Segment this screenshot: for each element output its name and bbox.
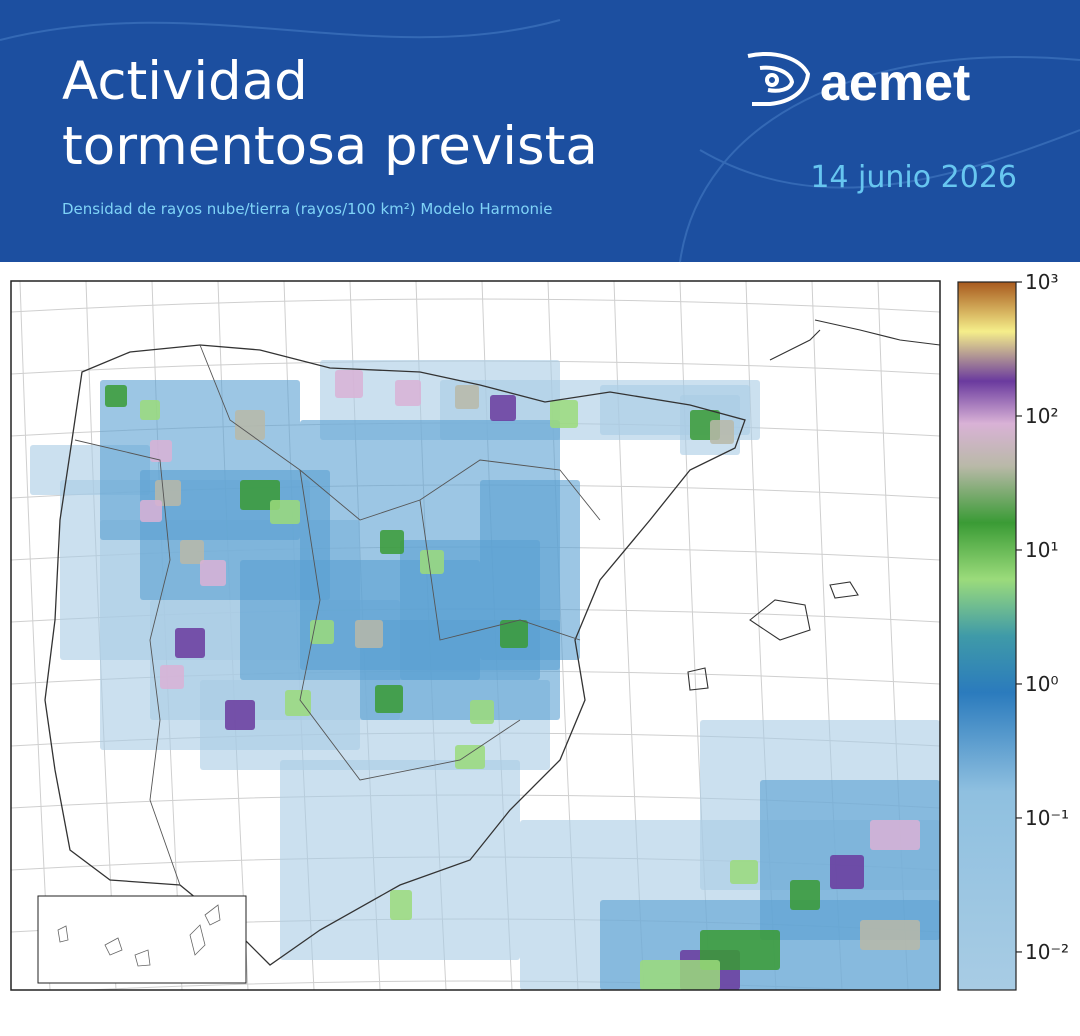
logo-icon: [747, 52, 811, 106]
density-patch: [710, 420, 734, 444]
islands-coast: [687, 319, 940, 691]
density-patch: [155, 480, 181, 506]
density-patch: [240, 480, 280, 510]
density-patch: [395, 380, 421, 406]
density-patch: [455, 385, 479, 409]
header-band: [0, 0, 1080, 262]
density-patch: [310, 620, 334, 644]
density-patch: [355, 620, 383, 648]
colorbar-tick-label: 10²: [1025, 404, 1058, 428]
colorbar-tick-label: 10¹: [1025, 538, 1058, 562]
density-patch: [730, 860, 758, 884]
date: 14 junio 2026: [810, 160, 1017, 195]
density-patch: [500, 620, 528, 648]
map-frame: [10, 280, 941, 991]
density-patch: [550, 400, 578, 428]
borders: [74, 344, 601, 886]
colorbar: [957, 281, 1017, 991]
coastline: [44, 344, 746, 966]
density-patch: [375, 685, 403, 713]
density-patch: [790, 880, 820, 910]
density-patch: [335, 370, 363, 398]
density-patch: [420, 550, 444, 574]
density-patch: [140, 500, 162, 522]
density-patch: [200, 560, 226, 586]
logo-text: aemet: [820, 54, 970, 112]
density-patch: [490, 395, 516, 421]
colorbar-tick-label: 10⁻¹: [1025, 806, 1069, 830]
density-patch: [235, 410, 265, 440]
title-line: Actividad: [62, 51, 308, 112]
density-patch: [105, 385, 127, 407]
density-patch: [140, 400, 160, 420]
density-patch: [700, 930, 780, 970]
density-patch: [280, 760, 520, 960]
density-patch: [390, 890, 412, 920]
density-patch: [175, 628, 205, 658]
meridian: [19, 281, 51, 990]
colorbar-tick-label: 10⁻²: [1025, 940, 1069, 964]
title-line: tormentosa prevista: [62, 116, 598, 177]
subtitle: Densidad de rayos nube/tierra (rayos/100…: [62, 200, 552, 218]
density-patch: [160, 665, 184, 689]
header-decoration: [0, 19, 1080, 263]
density-patch: [225, 700, 255, 730]
density-patch: [830, 855, 864, 889]
colorbar-ticks: 10⁻² 10⁻¹ 10⁰ 10¹ 10² 10³: [1016, 270, 1069, 964]
density-patch: [270, 500, 300, 524]
density-patch: [150, 440, 172, 462]
colorbar-tick-label: 10⁰: [1025, 672, 1058, 696]
density-patch: [470, 700, 494, 724]
density-patch: [180, 540, 204, 564]
map: [11, 281, 940, 990]
density-patch: [860, 920, 920, 950]
parallel: [11, 298, 940, 313]
density-patch: [285, 690, 311, 716]
density-patch: [380, 530, 404, 554]
density-patch: [870, 820, 920, 850]
canary-inset: [37, 895, 247, 984]
density-patch: [455, 745, 485, 769]
density-patch: [640, 960, 720, 990]
colorbar-tick-label: 10³: [1025, 270, 1058, 294]
